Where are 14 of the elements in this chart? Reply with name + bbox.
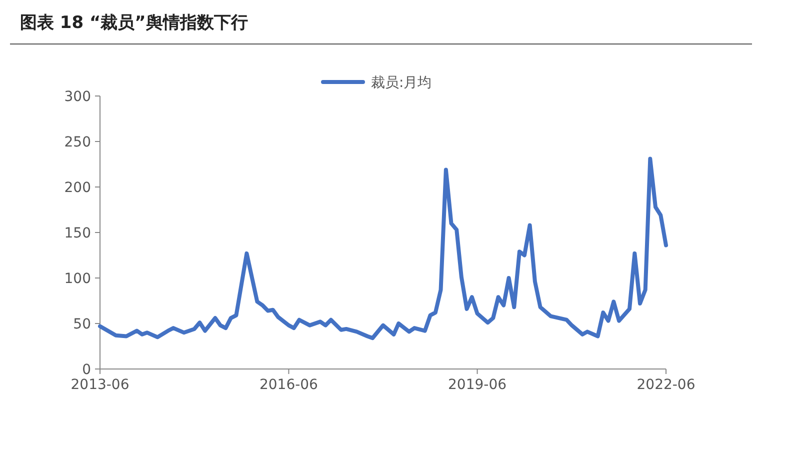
y-tick-label: 100 [64, 270, 91, 287]
x-tick-label: 2019-06 [448, 377, 507, 393]
legend-label: 裁员:月均 [371, 74, 432, 91]
y-tick-label: 250 [64, 134, 91, 150]
y-tick-label: 50 [73, 316, 91, 332]
x-tick-label: 2016-06 [259, 377, 318, 393]
y-tick-label: 300 [64, 88, 91, 105]
y-tick-label: 0 [82, 362, 91, 378]
line-series [98, 156, 668, 340]
chart-title: 图表 18 “裁员”舆情指数下行 [20, 13, 248, 33]
y-tick-label: 200 [64, 180, 91, 196]
x-tick-label: 2022-06 [636, 377, 696, 393]
y-tick-label: 150 [64, 225, 91, 242]
x-tick-label: 2013-06 [70, 377, 130, 393]
